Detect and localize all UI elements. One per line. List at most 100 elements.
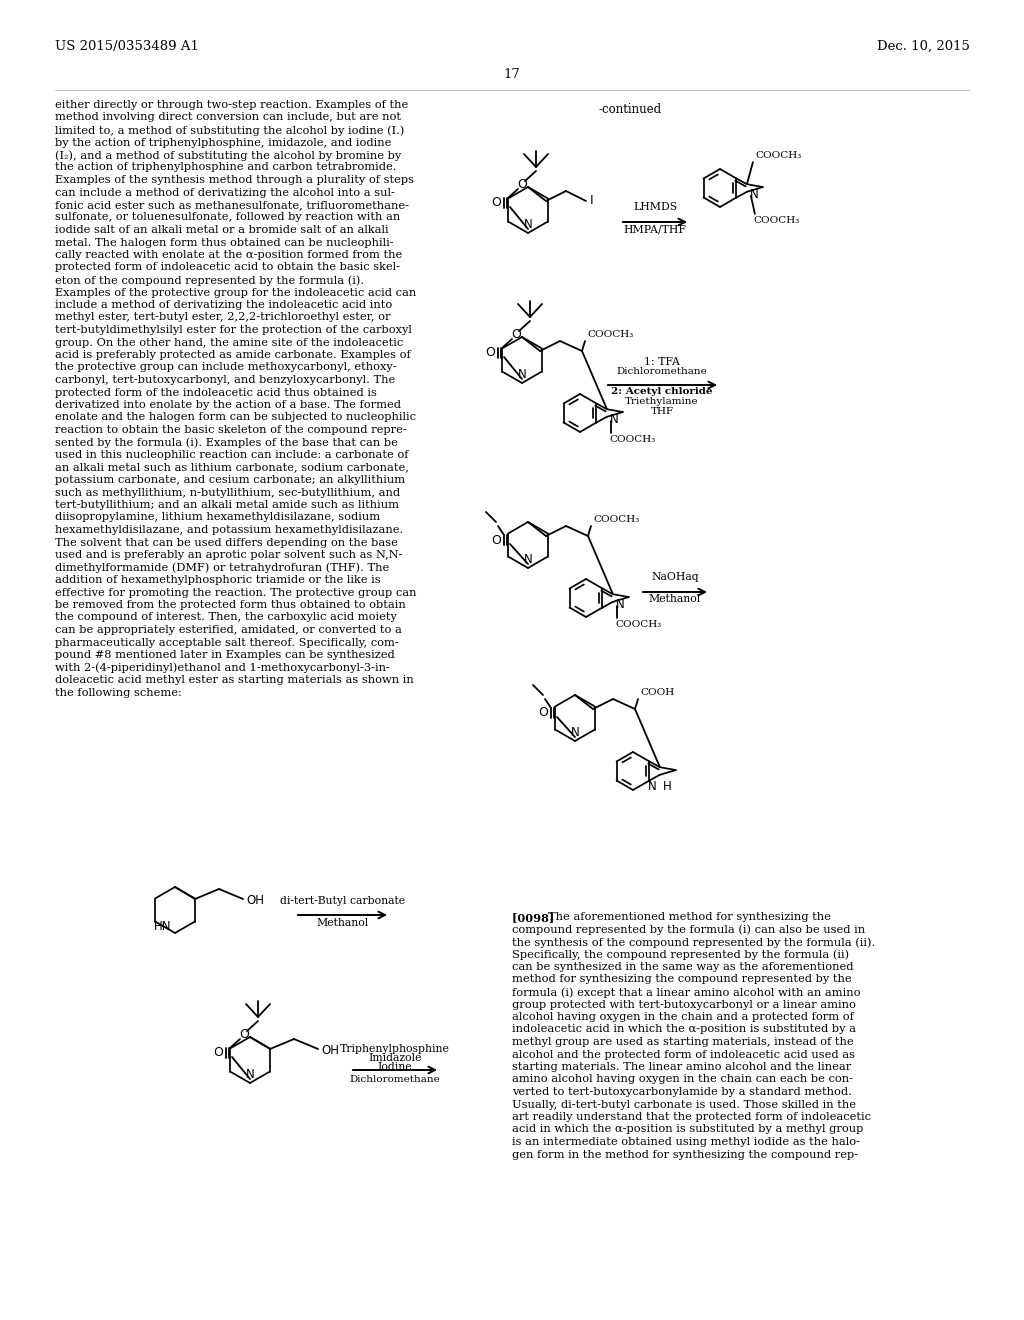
Text: Imidazole: Imidazole [369, 1053, 422, 1063]
Text: limited to, a method of substituting the alcohol by iodine (I.): limited to, a method of substituting the… [55, 125, 404, 136]
Text: THF: THF [650, 407, 674, 416]
Text: Methanol: Methanol [316, 917, 369, 928]
Text: N: N [523, 218, 532, 231]
Text: metal. The halogen form thus obtained can be nucleophili-: metal. The halogen form thus obtained ca… [55, 238, 393, 248]
Text: H: H [663, 780, 672, 793]
Text: starting materials. The linear amino alcohol and the linear: starting materials. The linear amino alc… [512, 1063, 851, 1072]
Text: verted to tert-butoxycarbonylamide by a standard method.: verted to tert-butoxycarbonylamide by a … [512, 1086, 852, 1097]
Text: can be synthesized in the same way as the aforementioned: can be synthesized in the same way as th… [512, 962, 853, 972]
Text: N: N [750, 189, 759, 201]
Text: N: N [610, 413, 618, 426]
Text: pound #8 mentioned later in Examples can be synthesized: pound #8 mentioned later in Examples can… [55, 649, 394, 660]
Text: O: O [492, 197, 501, 210]
Text: used and is preferably an aprotic polar solvent such as N,N-: used and is preferably an aprotic polar … [55, 550, 402, 560]
Text: N: N [648, 780, 657, 793]
Text: [0098]: [0098] [512, 912, 565, 923]
Text: COOCH₃: COOCH₃ [593, 515, 639, 524]
Text: eton of the compound represented by the formula (i).: eton of the compound represented by the … [55, 275, 365, 285]
Text: O: O [511, 329, 521, 342]
Text: Triethylamine: Triethylamine [626, 397, 698, 407]
Text: carbonyl, tert-butoxycarbonyl, and benzyloxycarbonyl. The: carbonyl, tert-butoxycarbonyl, and benzy… [55, 375, 395, 385]
Text: COOCH₃: COOCH₃ [614, 620, 662, 628]
Text: can include a method of derivatizing the alcohol into a sul-: can include a method of derivatizing the… [55, 187, 395, 198]
Text: potassium carbonate, and cesium carbonate; an alkyllithium: potassium carbonate, and cesium carbonat… [55, 475, 406, 484]
Text: O: O [239, 1028, 249, 1041]
Text: such as methyllithium, n-butyllithium, sec-butyllithium, and: such as methyllithium, n-butyllithium, s… [55, 487, 400, 498]
Text: compound represented by the formula (i) can also be used in: compound represented by the formula (i) … [512, 924, 865, 935]
Text: The solvent that can be used differs depending on the base: The solvent that can be used differs dep… [55, 537, 398, 548]
Text: Triphenylphosphine: Triphenylphosphine [340, 1044, 450, 1053]
Text: fonic acid ester such as methanesulfonate, trifluoromethane-: fonic acid ester such as methanesulfonat… [55, 201, 409, 210]
Text: HMPA/THF: HMPA/THF [624, 224, 686, 234]
Text: HN: HN [154, 920, 171, 933]
Text: dimethylformamide (DMF) or tetrahydrofuran (THF). The: dimethylformamide (DMF) or tetrahydrofur… [55, 562, 389, 573]
Text: doleacetic acid methyl ester as starting materials as shown in: doleacetic acid methyl ester as starting… [55, 675, 414, 685]
Text: NaOHaq: NaOHaq [651, 572, 698, 582]
Text: N: N [570, 726, 580, 739]
Text: Iodine: Iodine [378, 1063, 413, 1072]
Text: Examples of the protective group for the indoleacetic acid can: Examples of the protective group for the… [55, 288, 416, 297]
Text: tert-butyldimethylsilyl ester for the protection of the carboxyl: tert-butyldimethylsilyl ester for the pr… [55, 325, 412, 335]
Text: formula (i) except that a linear amino alcohol with an amino: formula (i) except that a linear amino a… [512, 987, 860, 998]
Text: the synthesis of the compound represented by the formula (ii).: the synthesis of the compound represente… [512, 937, 876, 948]
Text: O: O [485, 346, 495, 359]
Text: COOCH₃: COOCH₃ [587, 330, 633, 339]
Text: amino alcohol having oxygen in the chain can each be con-: amino alcohol having oxygen in the chain… [512, 1074, 853, 1085]
Text: reaction to obtain the basic skeleton of the compound repre-: reaction to obtain the basic skeleton of… [55, 425, 407, 436]
Text: 2: Acetyl chloride: 2: Acetyl chloride [611, 387, 713, 396]
Text: US 2015/0353489 A1: US 2015/0353489 A1 [55, 40, 199, 53]
Text: addition of hexamethylphosphoric triamide or the like is: addition of hexamethylphosphoric triamid… [55, 576, 381, 585]
Text: by the action of triphenylphosphine, imidazole, and iodine: by the action of triphenylphosphine, imi… [55, 137, 391, 148]
Text: Dichloromethane: Dichloromethane [349, 1074, 440, 1084]
Text: COOH: COOH [640, 688, 674, 697]
Text: art readily understand that the protected form of indoleacetic: art readily understand that the protecte… [512, 1111, 871, 1122]
Text: derivatized into enolate by the action of a base. The formed: derivatized into enolate by the action o… [55, 400, 401, 411]
Text: used in this nucleophilic reaction can include: a carbonate of: used in this nucleophilic reaction can i… [55, 450, 409, 459]
Text: O: O [517, 178, 527, 191]
Text: Specifically, the compound represented by the formula (ii): Specifically, the compound represented b… [512, 949, 849, 960]
Text: O: O [492, 533, 501, 546]
Text: sented by the formula (i). Examples of the base that can be: sented by the formula (i). Examples of t… [55, 437, 398, 447]
Text: O: O [213, 1047, 223, 1060]
Text: COOCH₃: COOCH₃ [609, 434, 655, 444]
Text: -continued: -continued [598, 103, 662, 116]
Text: can be appropriately esterified, amidated, or converted to a: can be appropriately esterified, amidate… [55, 624, 401, 635]
Text: The aforementioned method for synthesizing the: The aforementioned method for synthesizi… [548, 912, 830, 921]
Text: COOCH₃: COOCH₃ [753, 215, 799, 224]
Text: 1: TFA: 1: TFA [644, 356, 680, 367]
Text: OH: OH [246, 895, 264, 908]
Text: method involving direct conversion can include, but are not: method involving direct conversion can i… [55, 112, 401, 123]
Text: hexamethyldisilazane, and potassium hexamethyldisilazane.: hexamethyldisilazane, and potassium hexa… [55, 525, 403, 535]
Text: iodide salt of an alkali metal or a bromide salt of an alkali: iodide salt of an alkali metal or a brom… [55, 224, 389, 235]
Text: methyl group are used as starting materials, instead of the: methyl group are used as starting materi… [512, 1038, 854, 1047]
Text: cally reacted with enolate at the α-position formed from the: cally reacted with enolate at the α-posi… [55, 249, 402, 260]
Text: alcohol having oxygen in the chain and a protected form of: alcohol having oxygen in the chain and a… [512, 1012, 854, 1022]
Text: N: N [523, 553, 532, 566]
Text: with 2-(4-piperidinyl)ethanol and 1-methoxycarbonyl-3-in-: with 2-(4-piperidinyl)ethanol and 1-meth… [55, 663, 390, 673]
Text: Dec. 10, 2015: Dec. 10, 2015 [878, 40, 970, 53]
Text: I: I [590, 194, 594, 207]
Text: indoleacetic acid in which the α-position is substituted by a: indoleacetic acid in which the α-positio… [512, 1024, 856, 1035]
Text: protected form of indoleacetic acid to obtain the basic skel-: protected form of indoleacetic acid to o… [55, 263, 400, 272]
Text: method for synthesizing the compound represented by the: method for synthesizing the compound rep… [512, 974, 852, 985]
Text: effective for promoting the reaction. The protective group can: effective for promoting the reaction. Th… [55, 587, 417, 598]
Text: N: N [246, 1068, 254, 1081]
Text: sulfonate, or toluenesulfonate, followed by reaction with an: sulfonate, or toluenesulfonate, followed… [55, 213, 400, 223]
Text: the protective group can include methoxycarbonyl, ethoxy-: the protective group can include methoxy… [55, 363, 396, 372]
Text: COOCH₃: COOCH₃ [755, 152, 801, 160]
Text: methyl ester, tert-butyl ester, 2,2,2-trichloroethyl ester, or: methyl ester, tert-butyl ester, 2,2,2-tr… [55, 313, 390, 322]
Text: be removed from the protected form thus obtained to obtain: be removed from the protected form thus … [55, 601, 406, 610]
Text: protected form of the indoleacetic acid thus obtained is: protected form of the indoleacetic acid … [55, 388, 377, 397]
Text: OH: OH [321, 1044, 339, 1057]
Text: di-tert-Butyl carbonate: di-tert-Butyl carbonate [281, 896, 406, 906]
Text: O: O [538, 706, 548, 719]
Text: Usually, di-tert-butyl carbonate is used. Those skilled in the: Usually, di-tert-butyl carbonate is used… [512, 1100, 856, 1110]
Text: acid is preferably protected as amide carbonate. Examples of: acid is preferably protected as amide ca… [55, 350, 411, 360]
Text: group protected with tert-butoxycarbonyl or a linear amino: group protected with tert-butoxycarbonyl… [512, 999, 856, 1010]
Text: 17: 17 [504, 69, 520, 81]
Text: Methanol: Methanol [649, 594, 701, 605]
Text: group. On the other hand, the amine site of the indoleacetic: group. On the other hand, the amine site… [55, 338, 403, 347]
Text: alcohol and the protected form of indoleacetic acid used as: alcohol and the protected form of indole… [512, 1049, 855, 1060]
Text: N: N [615, 598, 625, 611]
Text: either directly or through two-step reaction. Examples of the: either directly or through two-step reac… [55, 100, 409, 110]
